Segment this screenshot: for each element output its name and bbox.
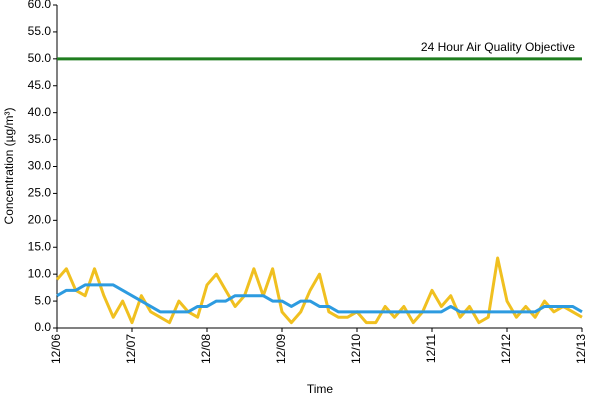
y-tick-label: 0.0 xyxy=(34,320,51,334)
y-tick-label: 15.0 xyxy=(28,239,52,253)
series-line xyxy=(55,256,583,325)
y-tick-label: 25.0 xyxy=(28,186,52,200)
y-axis-label: Concentration (µg/m³) xyxy=(2,108,16,225)
y-tick-label: 60.0 xyxy=(28,0,52,11)
x-tick-label: 12/12 xyxy=(499,334,513,364)
x-tick-label: 12/07 xyxy=(124,334,138,364)
series-line xyxy=(56,283,583,314)
y-tick-label: 35.0 xyxy=(28,132,52,146)
x-tick-label: 12/10 xyxy=(349,334,363,364)
y-tick-label: 45.0 xyxy=(28,78,52,92)
y-tick-label: 5.0 xyxy=(34,293,51,307)
x-tick-label: 12/09 xyxy=(274,334,288,364)
x-tick-label: 12/13 xyxy=(574,334,588,364)
objective-label: 24 Hour Air Quality Objective xyxy=(421,40,575,54)
y-tick-label: 30.0 xyxy=(28,159,52,173)
y-tick-label: 20.0 xyxy=(28,213,52,227)
x-tick-label: 12/11 xyxy=(424,334,438,363)
y-tick-label: 10.0 xyxy=(28,266,52,280)
y-tick-label: 55.0 xyxy=(28,24,52,38)
x-tick-label: 12/06 xyxy=(49,334,63,364)
x-axis-label: Time xyxy=(307,382,334,396)
y-tick-label: 50.0 xyxy=(28,51,52,65)
y-tick-label: 40.0 xyxy=(28,105,52,119)
x-tick-label: 12/08 xyxy=(199,334,213,364)
